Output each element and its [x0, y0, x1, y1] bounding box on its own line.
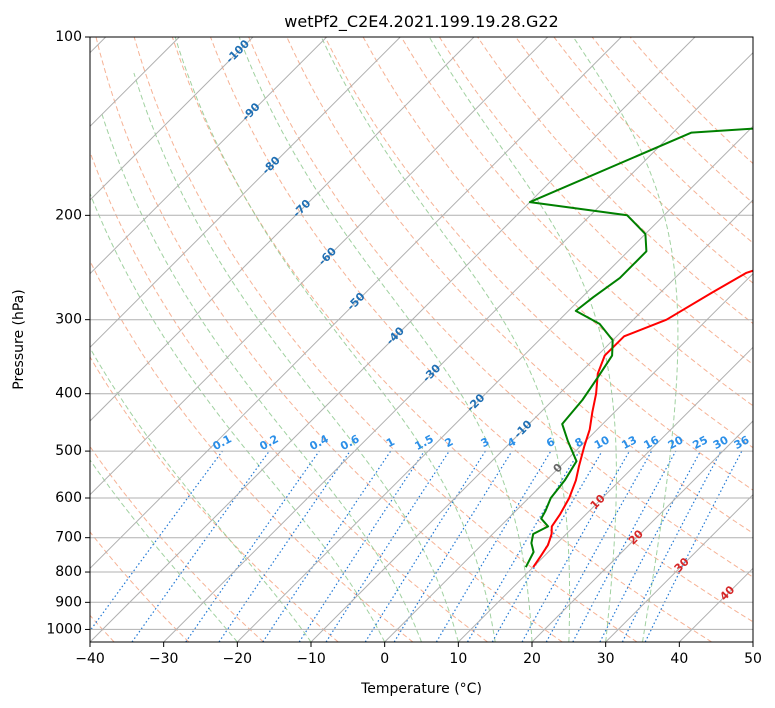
- moist-adiabats: [90, 37, 679, 642]
- x-tick-label: −20: [223, 651, 253, 667]
- isotherm-line: [384, 272, 753, 642]
- mixing-ratio-label: 36: [732, 433, 752, 452]
- mixing-ratio-line: [521, 450, 631, 642]
- moist-adiabat-line: [174, 37, 496, 642]
- x-tick-label: 20: [523, 651, 541, 667]
- isotherm-line: [90, 37, 401, 349]
- dry-adiabat-line: [591, 37, 753, 204]
- dry-adiabat-line: [210, 37, 753, 623]
- isotherm-line: [605, 493, 753, 642]
- x-axis-label: Temperature (°C): [360, 681, 482, 697]
- isotherm-line: [531, 420, 753, 642]
- x-tick-label: 50: [744, 651, 762, 667]
- mixing-ratio-line: [364, 450, 486, 642]
- x-tick-label: −40: [75, 651, 105, 667]
- isotherm-line: [310, 199, 753, 642]
- mixing-ratio-line: [435, 450, 552, 642]
- x-axis: −40 −30 −20 −10 0 10 20 30 40 50: [75, 642, 762, 667]
- y-tick-label: 600: [55, 490, 82, 506]
- moist-adiabat-line: [90, 347, 312, 642]
- x-tick-label: −10: [296, 651, 326, 667]
- x-tick-label: 30: [597, 651, 615, 667]
- mixing-ratio-label: 16: [642, 433, 662, 452]
- mixing-ratio-line: [466, 450, 580, 642]
- mixing-ratio-label: 20: [666, 433, 686, 452]
- isotherm-line: [90, 37, 622, 570]
- dry-adiabat-line: [400, 37, 753, 407]
- chart-title: wetPf2_C2E4.2021.199.19.28.G22: [284, 12, 558, 32]
- y-tick-label: 900: [55, 594, 82, 610]
- y-tick-label: 800: [55, 564, 82, 580]
- moist-adiabat-line: [133, 72, 459, 642]
- isotherm-line: [90, 37, 696, 642]
- moist-adiabat-line: [90, 459, 238, 642]
- mixing-ratio-line: [90, 450, 223, 632]
- isotherm-line: [90, 37, 254, 201]
- mixing-ratio-label: 25: [690, 433, 710, 452]
- x-tick-label: 10: [449, 651, 467, 667]
- dry-adiabat-line: [90, 150, 488, 642]
- isotherms: [90, 37, 753, 642]
- y-tick-label: 300: [55, 312, 82, 328]
- y-tick-label: 500: [55, 443, 82, 459]
- isotherm-line: [163, 51, 753, 642]
- mixing-ratio-label: 10: [592, 433, 612, 452]
- mixing-ratio-line: [572, 450, 677, 642]
- y-tick-label: 200: [55, 207, 82, 223]
- dry-adiabat-line: [286, 37, 753, 534]
- plot-frame: [89, 36, 754, 643]
- pressure-gridlines: [90, 37, 753, 630]
- dry-adiabat-line: [95, 37, 563, 642]
- dry-adiabat-line: [553, 37, 753, 244]
- mixing-ratio-line: [325, 450, 450, 642]
- y-tick-label: 100: [55, 29, 82, 45]
- isotherm-line: [236, 125, 753, 642]
- x-tick-label: 40: [670, 651, 688, 667]
- x-tick-label: 0: [380, 651, 389, 667]
- y-tick-label: 1000: [46, 621, 82, 637]
- mixing-ratio-line: [218, 450, 351, 642]
- mixing-ratio-line: [393, 450, 513, 642]
- y-tick-label: 700: [55, 530, 82, 546]
- isotherm-line: [90, 37, 328, 275]
- mixing-ratio-line: [185, 450, 320, 642]
- moist-adiabat-line: [238, 37, 533, 642]
- temperature-profile-line: [532, 269, 753, 568]
- isotherm-line: [457, 346, 753, 642]
- dry-adiabat-line: [324, 37, 753, 491]
- y-axis: 100 200 300 400 500 600 700 800 900 1000: [46, 29, 90, 637]
- isotherm-line: [90, 37, 549, 496]
- dry-adiabat-line: [438, 37, 753, 365]
- mixing-ratio-line: [491, 450, 603, 642]
- dry-adiabat-line: [133, 37, 638, 642]
- moist-adiabat-line: [428, 37, 617, 642]
- moist-adiabat-line: [320, 37, 571, 642]
- dry-adiabat-line: [248, 37, 753, 578]
- sounding-profiles: [524, 127, 753, 568]
- dewpoint-profile-line: [524, 127, 753, 568]
- moist-adiabat-line: [101, 114, 422, 642]
- mixing-ratio-label: 13: [619, 433, 639, 452]
- dry-adiabat-line: [90, 531, 190, 642]
- x-tick-label: −30: [149, 651, 179, 667]
- moist-adiabat-line: [572, 37, 679, 642]
- mixing-ratio-line: [131, 450, 270, 642]
- isotherm-line: [90, 37, 475, 422]
- mixing-ratio-lines: [90, 450, 743, 642]
- mixing-ratio-label: 30: [711, 433, 731, 452]
- y-tick-label: 400: [55, 386, 82, 402]
- y-axis-label: Pressure (hPa): [11, 289, 27, 389]
- dry-adiabat-line: [477, 37, 753, 325]
- dry-adiabat-line: [171, 37, 712, 642]
- dry-adiabat-line: [90, 259, 414, 642]
